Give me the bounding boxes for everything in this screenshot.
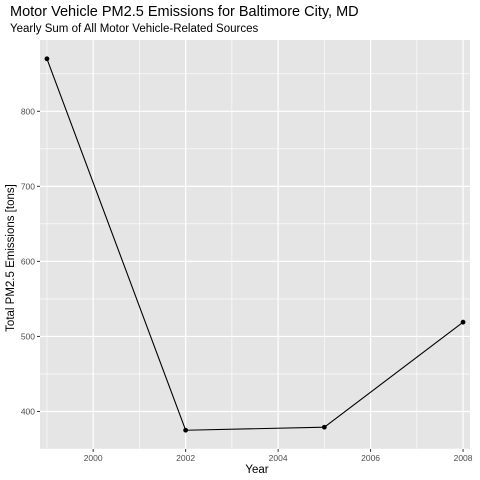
- x-tick-label: 2004: [269, 453, 288, 463]
- y-tick-label: 400: [21, 406, 35, 416]
- data-marks: [44, 56, 466, 433]
- data-point: [44, 56, 50, 62]
- chart-subtitle: Yearly Sum of All Motor Vehicle-Related …: [10, 23, 258, 35]
- data-point: [183, 427, 189, 433]
- x-tick-label: 2002: [176, 453, 195, 463]
- y-axis-title: Total PM2.5 Emissions [tons]: [5, 184, 17, 332]
- chart-title: Motor Vehicle PM2.5 Emissions for Baltim…: [10, 4, 359, 20]
- y-tick-label: 800: [21, 106, 35, 116]
- y-tick-label: 700: [21, 181, 35, 191]
- y-tick-label: 600: [21, 256, 35, 266]
- y-tick-label: 500: [21, 331, 35, 341]
- x-tick-label: 2008: [454, 453, 473, 463]
- minor-gridlines: [40, 40, 470, 450]
- data-point: [460, 319, 466, 325]
- x-tick-label: 2000: [84, 453, 103, 463]
- major-gridlines: [40, 40, 470, 449]
- data-point: [321, 424, 327, 430]
- plot-panel: [40, 40, 470, 449]
- x-axis-title: Year: [245, 464, 268, 476]
- x-tick-label: 2006: [361, 453, 380, 463]
- series-line: [46, 58, 464, 431]
- axes: 2000 2002 2004 2006 2008 400 500 600 700 800: [21, 106, 473, 463]
